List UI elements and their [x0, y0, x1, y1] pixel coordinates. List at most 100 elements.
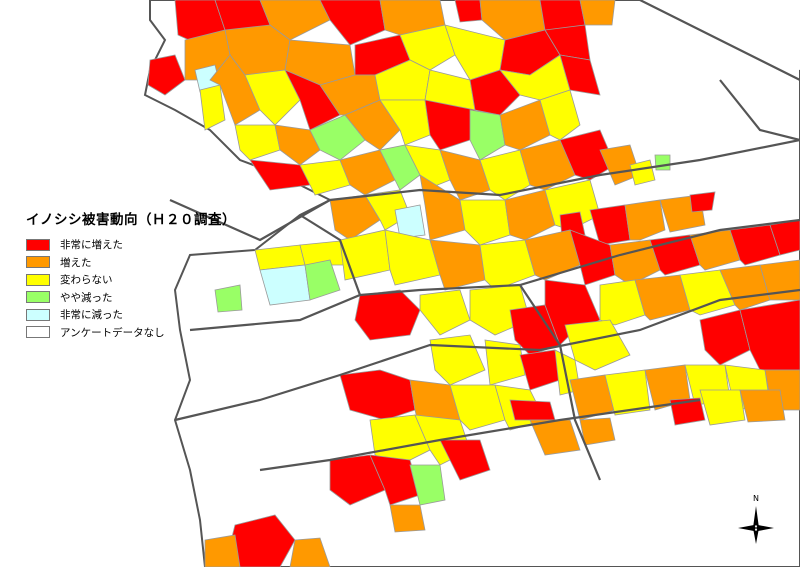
map-region [259, 0, 331, 41]
map-region [299, 159, 351, 196]
legend-item: 非常に減った [26, 306, 266, 323]
map-region [409, 464, 446, 506]
map-region [329, 454, 386, 506]
legend-title: イノシシ被害動向（Ｈ２０調査） [26, 212, 236, 228]
map-region [369, 454, 421, 506]
map-region [729, 224, 781, 266]
map-region [689, 191, 716, 213]
map-region [604, 369, 651, 416]
map-region [309, 114, 366, 161]
map-region [629, 159, 656, 186]
map-region [369, 414, 431, 466]
north-arrow: N [736, 494, 776, 550]
map-region [344, 99, 401, 151]
map-region [419, 289, 471, 336]
map-region [509, 399, 556, 421]
admin-border [259, 398, 701, 472]
map-region [499, 99, 551, 151]
map-region [394, 204, 426, 239]
legend-swatch [26, 238, 50, 251]
map-region [544, 179, 601, 231]
admin-border [519, 284, 602, 481]
map-region [739, 389, 786, 423]
legend-item: 増えた [26, 254, 266, 271]
map-region [389, 504, 426, 533]
map-region [379, 144, 421, 191]
map-region [289, 537, 331, 567]
admin-border [169, 138, 800, 242]
map-region [469, 109, 506, 161]
map-region [609, 239, 661, 286]
map-region [679, 269, 736, 316]
map-region [204, 534, 241, 567]
admin-border [639, 0, 800, 81]
map-region [634, 274, 691, 321]
legend-label: 非常に増えた [60, 239, 123, 251]
map-region [439, 439, 491, 481]
map-region [559, 54, 601, 96]
admin-border [189, 218, 800, 332]
map-region [319, 0, 386, 46]
legend-label: アンケートデータなし [60, 326, 165, 339]
region-borders [169, 0, 800, 481]
map-regions [147, 0, 800, 567]
sea-notch [640, 0, 800, 70]
map-region [669, 397, 706, 426]
admin-border [174, 288, 800, 422]
legend-swatch [26, 291, 50, 304]
map-region [689, 229, 741, 271]
legend-swatch [26, 326, 50, 339]
map-region [759, 259, 800, 301]
legend-item: 非常に増えた [26, 236, 266, 253]
map-region [579, 417, 616, 446]
legend-label: 増えた [60, 256, 92, 269]
map-region [479, 239, 536, 291]
map-region [399, 24, 456, 71]
map-region [559, 129, 616, 181]
legend-swatch [26, 273, 50, 286]
compass-icon [738, 506, 774, 544]
map-region [147, 54, 186, 96]
map-region [274, 124, 321, 166]
map-region [564, 319, 631, 371]
legend-item: やや減った [26, 289, 266, 306]
map-region [539, 89, 581, 141]
admin-border [299, 214, 362, 296]
map-region [579, 0, 616, 26]
legend-item: 変わらない [26, 271, 266, 288]
legend: イノシシ被害動向（Ｈ２０調査） 非常に増えた 増えた 変わらない やや減った 非… [26, 208, 266, 342]
legend-items: 非常に増えた 増えた 変わらない やや減った 非常に減った アンケートデータなし [26, 236, 266, 341]
map-region [214, 284, 243, 313]
north-label: N [753, 494, 759, 503]
map-region [379, 99, 431, 146]
map-region [304, 259, 341, 301]
map-region [284, 69, 341, 131]
map-region [599, 279, 646, 326]
map-region [484, 339, 526, 386]
map-region [199, 84, 226, 131]
legend-label: 変わらない [60, 274, 113, 287]
map-region [504, 189, 556, 241]
map-region [459, 199, 511, 246]
map-region [454, 0, 483, 23]
map-region [439, 149, 491, 201]
map-region [384, 229, 441, 286]
map-region [339, 149, 396, 196]
legend-label: やや減った [60, 291, 113, 304]
map-region [654, 154, 671, 171]
map-region [404, 144, 451, 191]
map-region [244, 69, 301, 126]
legend-swatch [26, 308, 50, 321]
map-region [624, 199, 666, 241]
map-region [569, 229, 616, 286]
map-region [354, 289, 421, 341]
legend-item: アンケートデータなし [26, 324, 266, 341]
legend-label: 非常に減った [60, 309, 123, 322]
legend-swatch [26, 256, 50, 269]
map-region [429, 239, 486, 291]
map-region [469, 69, 521, 116]
map-region [699, 389, 746, 426]
map-region [699, 309, 751, 366]
map-region [424, 99, 476, 151]
